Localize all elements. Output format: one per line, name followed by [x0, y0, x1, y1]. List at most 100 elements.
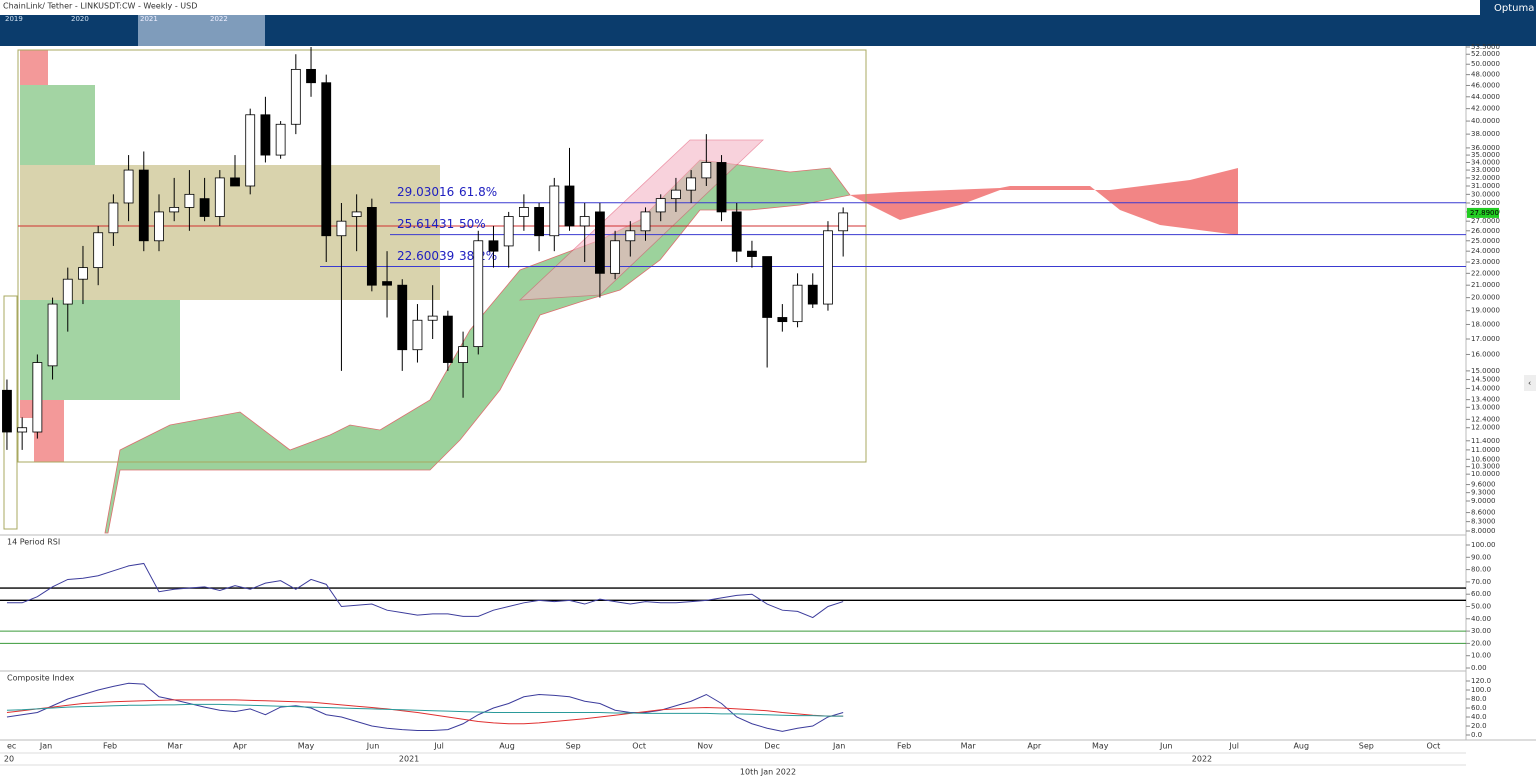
y-tick-label: 23.0000	[1471, 258, 1500, 266]
indicator-line	[6, 562, 844, 619]
y-tick-label: 36.0000	[1471, 144, 1500, 152]
candle-body	[321, 82, 332, 237]
candle-body	[640, 211, 651, 232]
candle-body	[351, 211, 362, 217]
candle-body	[138, 169, 149, 242]
y-tick-label: 38.0000	[1471, 130, 1500, 138]
candle-body	[671, 189, 681, 200]
y-tick-label: 8.6000	[1471, 509, 1496, 517]
navigator-window[interactable]	[138, 15, 265, 46]
candle-body	[154, 211, 164, 242]
y-tick-label: 10.6000	[1471, 455, 1500, 463]
y-tick-label: 90.00	[1471, 553, 1491, 561]
side-tab-arrow: ‹	[1528, 379, 1531, 388]
candle-body	[716, 162, 727, 213]
y-tick-label: 48.0000	[1471, 71, 1500, 79]
y-tick-label: 14.0000	[1471, 384, 1500, 392]
y-tick-label: 0.00	[1471, 664, 1487, 672]
last-price-box	[1467, 207, 1499, 218]
candle-body	[655, 198, 666, 213]
candle-body	[534, 207, 544, 237]
candle-body	[762, 256, 773, 318]
candle-body	[245, 114, 256, 187]
last-price-label: 27.8900	[1470, 209, 1499, 217]
y-tick-label: 34.0000	[1471, 158, 1500, 166]
y-tick-label: 9.6000	[1471, 481, 1496, 489]
y-tick-label: 20.0	[1471, 722, 1487, 730]
candle-body	[366, 207, 377, 286]
candle-body	[412, 319, 423, 351]
y-tick-label: 50.00	[1471, 603, 1491, 611]
y-tick-label: 35.0000	[1471, 151, 1500, 159]
y-tick-label: 40.0	[1471, 713, 1487, 721]
candle-body	[747, 250, 757, 257]
nav-year: 2020	[71, 15, 89, 23]
candle-body	[290, 68, 301, 125]
y-tick-label: 60.0	[1471, 704, 1487, 712]
candle-body	[169, 207, 180, 213]
x-tick-label: Nov	[697, 742, 713, 751]
candle-body	[230, 177, 240, 187]
y-tick-label: 0.0	[1471, 731, 1482, 739]
x-tick-label: Aug	[499, 742, 515, 751]
candle-body	[488, 240, 499, 252]
candle-body	[564, 185, 575, 227]
x-tick-label: Jan	[832, 742, 845, 751]
year-label: 20	[4, 755, 14, 764]
y-tick-label: 46.0000	[1471, 81, 1500, 89]
y-tick-label: 80.0	[1471, 695, 1487, 703]
y-tick-label: 100.0	[1471, 686, 1491, 694]
y-tick-label: 16.0000	[1471, 350, 1500, 358]
nav-year: 2021	[140, 15, 158, 23]
candle-body	[731, 211, 742, 252]
y-tick-label: 44.0000	[1471, 93, 1500, 101]
y-tick-label: 12.0000	[1471, 424, 1500, 432]
fib-ratio: 61.8%	[459, 185, 497, 199]
panel-title: Composite Index	[7, 674, 75, 683]
y-tick-label: 40.00	[1471, 615, 1491, 623]
fib-ratio: 50%	[459, 217, 486, 231]
y-tick-label: 18.0000	[1471, 320, 1500, 328]
y-tick-label: 15.0000	[1471, 367, 1500, 375]
x-tick-label: Jan	[39, 742, 52, 751]
candle-body	[397, 284, 408, 351]
candle-body	[473, 240, 484, 348]
candle-body	[2, 389, 12, 433]
y-tick-label: 26.0000	[1471, 227, 1500, 235]
y-tick-label: 29.0000	[1471, 199, 1500, 207]
x-tick-label: Jul	[1228, 742, 1239, 751]
candle-body	[78, 267, 88, 280]
indicator-line	[6, 682, 844, 732]
candle-body	[123, 169, 134, 204]
y-tick-label: 13.0000	[1471, 403, 1500, 411]
x-tick-label: May	[1092, 742, 1109, 751]
side-tab[interactable]	[1524, 375, 1536, 391]
y-tick-label: 12.4000	[1471, 415, 1500, 423]
candle-body	[625, 230, 636, 242]
indicator-line	[6, 699, 844, 725]
y-tick-label: 50.0000	[1471, 60, 1500, 68]
y-tick-label: 14.5000	[1471, 376, 1500, 384]
panel-title: 14 Period RSI	[7, 538, 60, 547]
x-tick-label: May	[298, 742, 315, 751]
y-tick-label: 42.0000	[1471, 105, 1500, 113]
x-tick-label: Aug	[1293, 742, 1309, 751]
candle-body	[62, 278, 73, 305]
x-tick-label: Sep	[1359, 742, 1374, 751]
y-tick-label: 20.0000	[1471, 294, 1500, 302]
candle-body	[823, 230, 833, 305]
nav-year: 2022	[210, 15, 228, 23]
y-tick-label: 53.5000	[1471, 43, 1500, 51]
x-tick-label: Jun	[1159, 742, 1173, 751]
y-tick-label: 52.0000	[1471, 50, 1500, 58]
y-tick-label: 60.00	[1471, 590, 1491, 598]
y-tick-label: 25.0000	[1471, 237, 1500, 245]
candle-body	[792, 284, 803, 323]
candle-body	[214, 177, 225, 217]
candle-body	[777, 317, 788, 323]
y-tick-label: 8.3000	[1471, 518, 1496, 526]
profile-box	[17, 49, 867, 463]
fib-price: 25.61431	[397, 217, 454, 231]
y-tick-label: 30.0000	[1471, 190, 1500, 198]
